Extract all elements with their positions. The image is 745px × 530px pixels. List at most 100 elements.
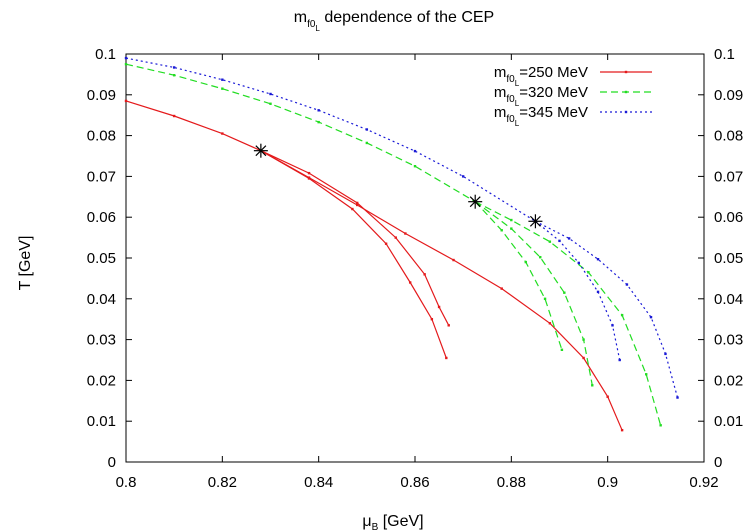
data-point [366,142,368,144]
data-point [501,287,503,289]
y2-tick-label: 0.04 [714,291,743,308]
y2-tick-label: 0.01 [714,413,743,430]
data-point [621,429,623,431]
data-point [568,237,570,239]
data-point [431,318,433,320]
data-point [462,175,464,177]
data-point [611,324,613,326]
data-point [409,281,411,283]
chart-title: mf0L dependence of the CEP [294,9,494,33]
data-point [269,103,271,105]
data-point [221,132,223,134]
data-point [125,63,127,65]
y-tick-label: 0 [108,454,116,471]
cep-marker [528,214,542,228]
series-line [475,202,592,386]
y2-tick-label: 0.1 [714,46,735,63]
data-point [539,256,541,258]
data-point [448,324,450,326]
data-point [317,109,319,111]
data-point [597,258,599,260]
series-line [126,101,261,151]
x-tick-label: 0.92 [689,474,718,491]
data-point [414,165,416,167]
data-point [501,229,503,231]
y-tick-label: 0.02 [87,372,116,389]
y2-tick-label: 0.03 [714,332,743,349]
series-line [535,221,619,360]
plot-frame [126,54,704,462]
x-tick-label: 0.9 [597,474,618,491]
series-line [261,151,446,358]
data-point [356,202,358,204]
data-point [317,121,319,123]
data-point [404,232,406,234]
y2-tick-label: 0.07 [714,168,743,185]
data-point [619,359,621,361]
legend-label: mf0L=345 MeV [494,104,588,128]
data-point [125,100,127,102]
series-1 [125,100,624,432]
y-tick-label: 0.1 [95,46,116,63]
data-point [423,273,425,275]
data-point [525,261,527,263]
x-tick-label: 0.82 [208,474,237,491]
plot-area: 0.8 0.82 0.84 0.86 0.88 0.9 0.92 0 0 0.01 0.01 0.02… [87,46,743,491]
data-point [510,219,512,221]
data-point [561,349,563,351]
data-point [445,357,447,359]
series-line [126,58,535,221]
y-tick-label: 0.09 [87,87,116,104]
data-point [582,338,584,340]
series-line [261,151,622,431]
data-point [438,306,440,308]
data-point [591,384,593,386]
data-point [664,353,666,355]
data-point [221,79,223,81]
x-tick-label: 0.86 [400,474,429,491]
series-line [126,64,475,202]
x-tick-label: 0.8 [116,474,137,491]
data-point [173,66,175,68]
data-point [544,298,546,300]
y2-tick-label: 0.05 [714,250,743,267]
data-point [621,314,623,316]
data-point [452,259,454,261]
data-point [125,57,127,59]
y2-tick-label: 0.02 [714,372,743,389]
series-3 [125,57,679,399]
data-point [659,424,661,426]
data-point [587,271,589,273]
y-tick-label: 0.04 [87,291,116,308]
y-tick-label: 0.08 [87,128,116,145]
x-axis-label: μB [GeV] [362,513,423,530]
data-point [173,115,175,117]
series-line [475,202,660,426]
data-point [558,240,560,242]
data-point [597,291,599,293]
y-tick-label: 0.06 [87,209,116,226]
data-point [650,316,652,318]
data-point [645,373,647,375]
y-tick-label: 0.05 [87,250,116,267]
data-point [563,291,565,293]
data-point [308,177,310,179]
y-axis-label: T [GeV] [17,236,34,291]
data-point [510,227,512,229]
data-point [549,322,551,324]
cep-marker [254,144,268,158]
data-point [626,283,628,285]
data-point [308,172,310,174]
y2-tick-label: 0 [714,454,722,471]
y2-tick-label: 0.06 [714,209,743,226]
data-point [385,243,387,245]
data-point [173,74,175,76]
x-tick-label: 0.88 [497,474,526,491]
data-point [221,87,223,89]
y2-tick-label: 0.08 [714,128,743,145]
cep-marker [468,195,482,209]
data-point [395,236,397,238]
data-point [676,396,678,398]
data-point [414,150,416,152]
